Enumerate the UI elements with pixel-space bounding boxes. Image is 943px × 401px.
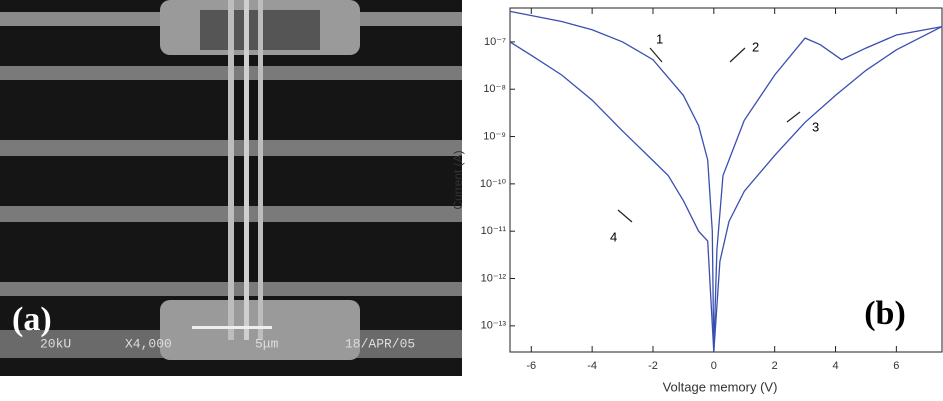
panel-label: (b) [864, 295, 906, 332]
sem-scalebar [192, 326, 272, 329]
y-tick-label: 10⁻¹² [481, 272, 507, 284]
annotation: 2 [752, 39, 759, 54]
sem-caption: 5μm [255, 336, 279, 351]
annotation: 4 [610, 229, 617, 244]
x-tick-label: 4 [832, 360, 838, 372]
y-tick-label: 10⁻⁸ [483, 83, 506, 95]
arrows [617, 47, 801, 223]
x-tick-label: -6 [526, 360, 536, 372]
plot-frame [509, 7, 943, 353]
annotation: 3 [812, 119, 819, 134]
sem-caption: 20kU [40, 336, 71, 351]
x-tick-label: -4 [587, 360, 597, 372]
panel-label: (a) [12, 301, 52, 338]
arrow [729, 47, 746, 63]
x-tick-label: 2 [772, 360, 778, 372]
y-tick-label: 10⁻¹⁰ [480, 178, 507, 190]
x-axis-title: Voltage memory (V) [663, 379, 778, 394]
annotation: 1 [656, 31, 663, 46]
x-tick-label: 0 [711, 360, 717, 372]
line-series [509, 26, 943, 353]
arrow [649, 47, 663, 63]
x-tick-label: 6 [893, 360, 899, 372]
y-tick-label: 10⁻¹¹ [481, 225, 507, 237]
y-axis-title: Current (A) [451, 150, 465, 209]
y-tick-label: 10⁻⁷ [484, 36, 506, 48]
sem-caption: X4,000 [125, 336, 172, 351]
sem-image: (a) 20kU X4,000 5μm 18/APR/05 [0, 0, 462, 376]
sem-trace [244, 0, 249, 340]
y-tick-label: 10⁻⁹ [483, 130, 506, 142]
y-tick-label: 10⁻¹³ [481, 320, 507, 332]
sem-trace [258, 0, 263, 340]
sem-caption: 18/APR/05 [345, 336, 415, 351]
sem-trace [228, 0, 234, 340]
arrow [786, 111, 801, 123]
arrow [617, 209, 633, 223]
x-tick-label: -2 [648, 360, 658, 372]
line-series [509, 10, 943, 353]
